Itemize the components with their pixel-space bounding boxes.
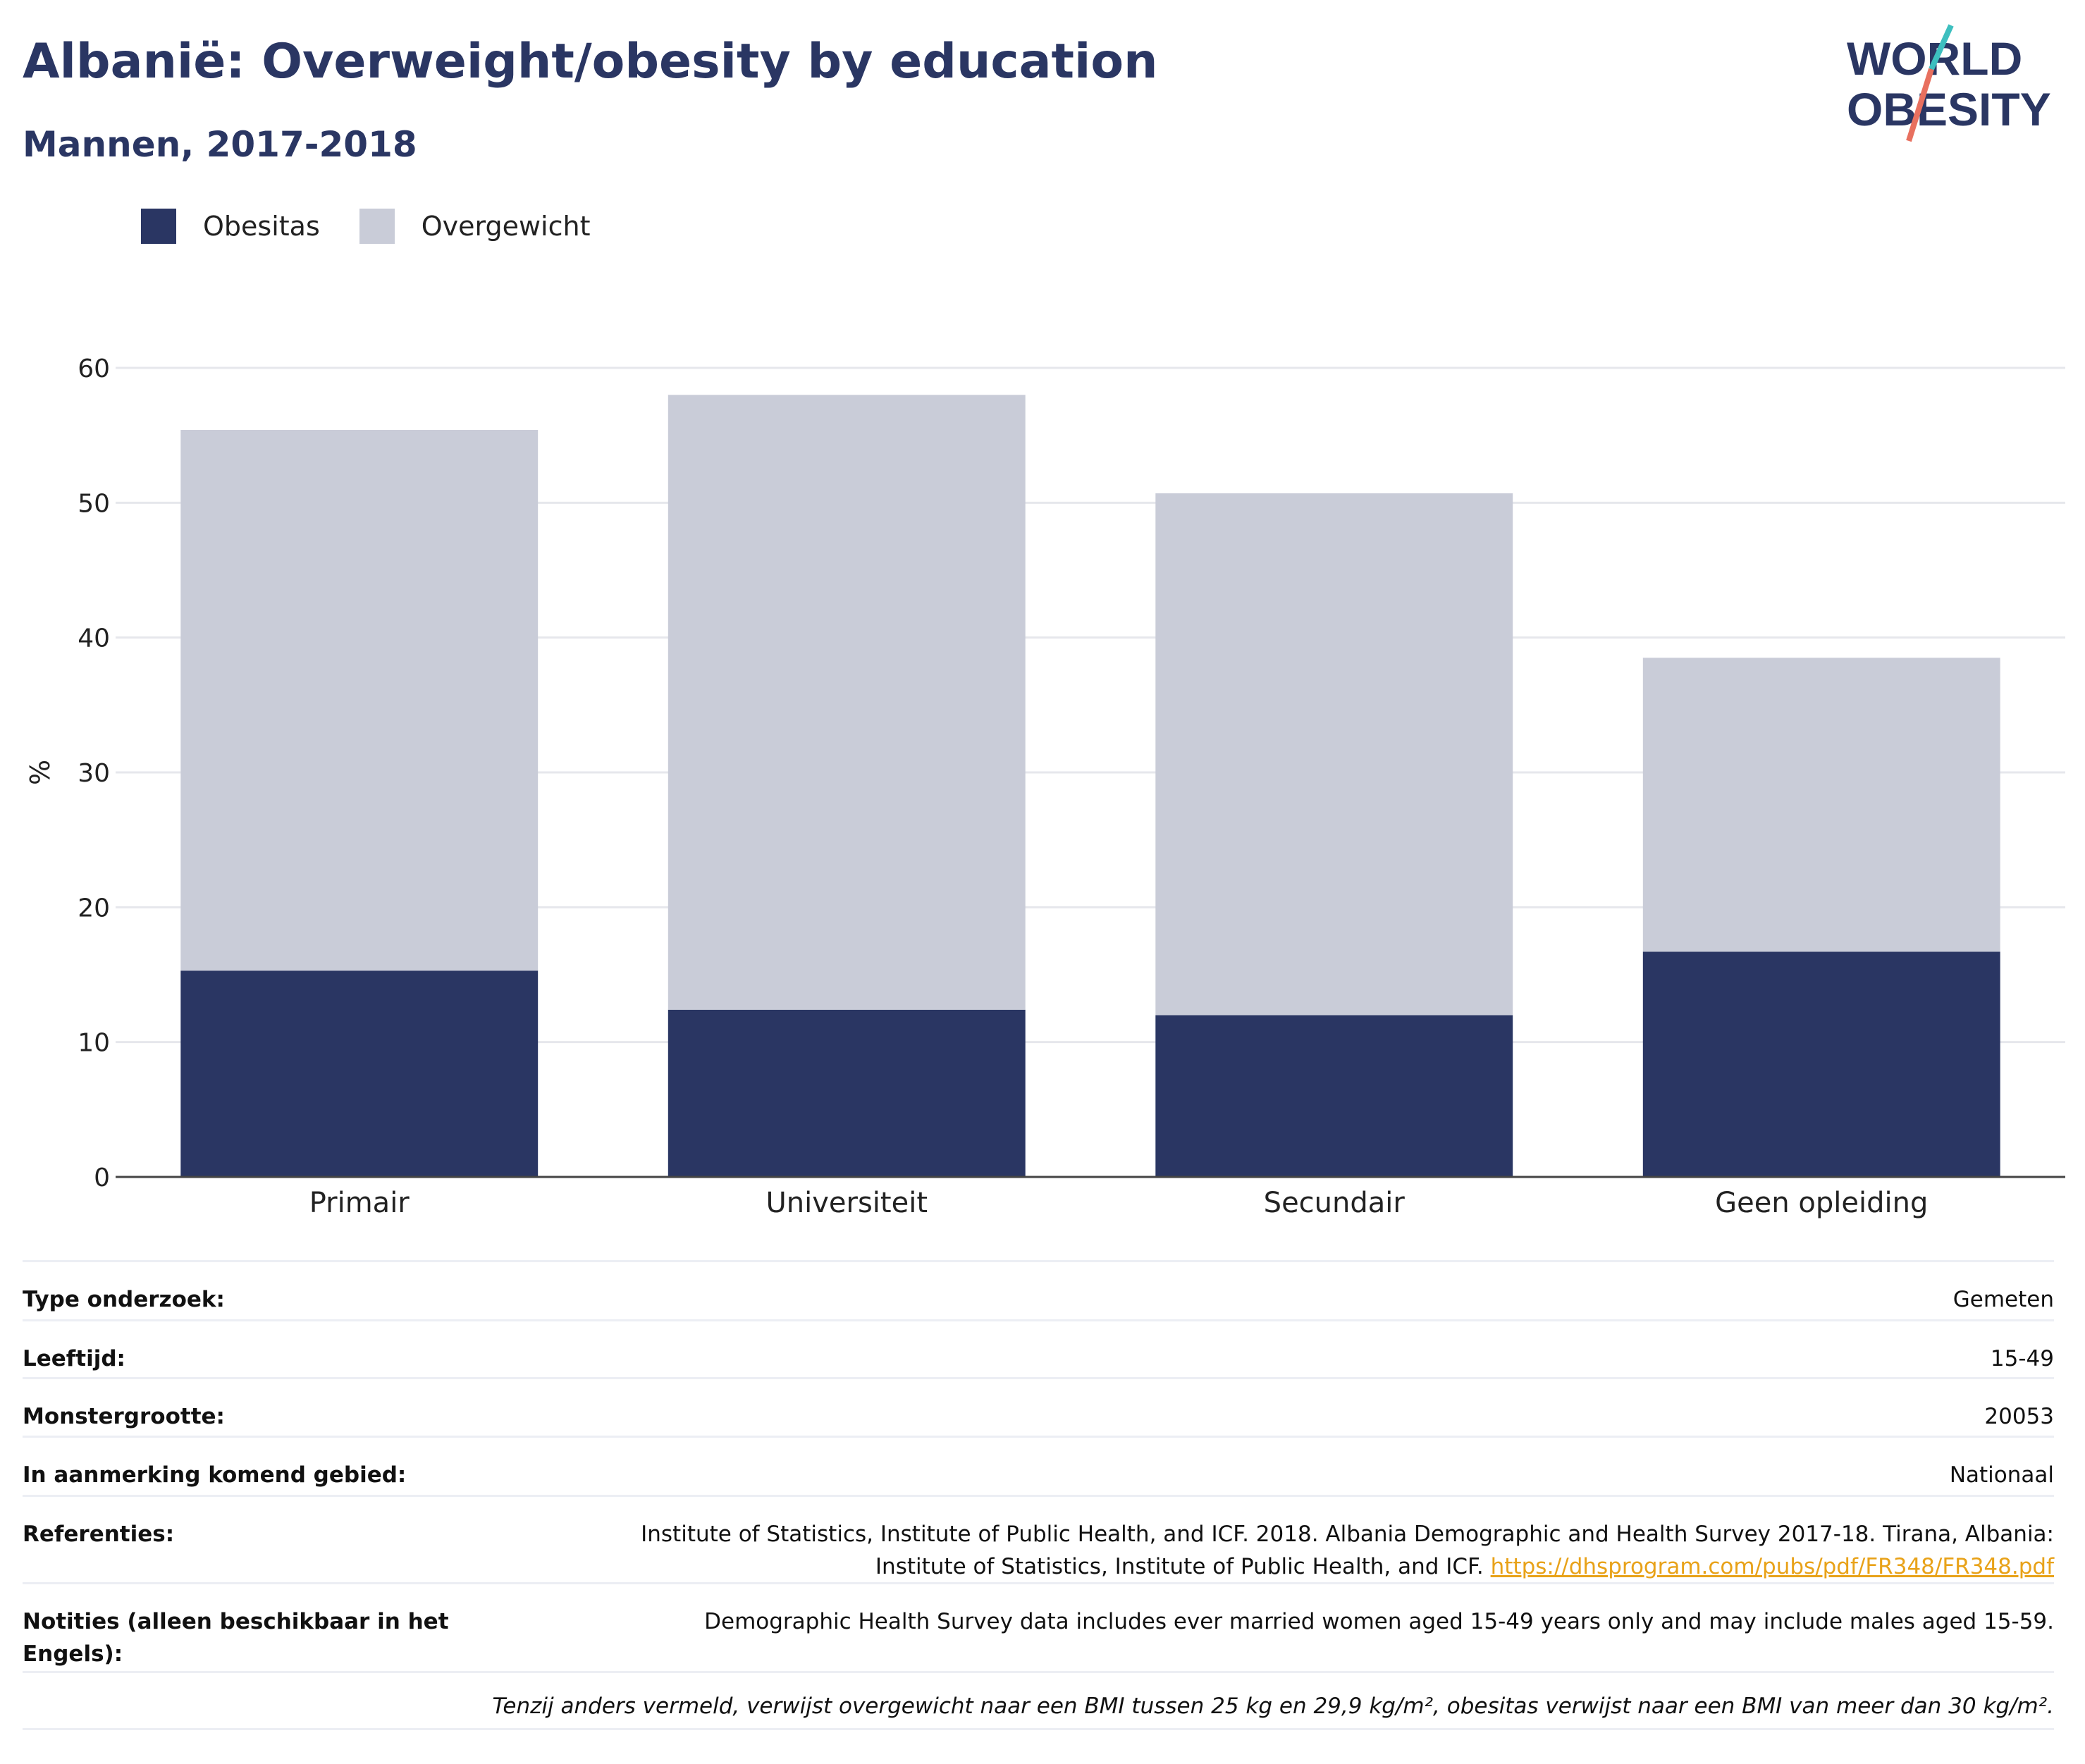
details-row-age: Leeftijd: 15-49 — [23, 1319, 2054, 1377]
bar-obesitas — [1155, 1015, 1513, 1177]
footnote: Tenzij anders vermeld, verwijst overgewi… — [23, 1671, 2054, 1730]
details-key: Notities (alleen beschikbaar in het Enge… — [23, 1609, 449, 1667]
bar-obesitas — [1642, 951, 2000, 1177]
y-tick-label: 0 — [94, 1164, 110, 1192]
details-value: Demographic Health Survey data includes … — [704, 1609, 2054, 1634]
page-subtitle: Mannen, 2017-2018 — [23, 124, 417, 165]
x-tick-label: Universiteit — [765, 1187, 928, 1219]
bar-chart: 0 10 20 30 40 50 60% Primair Universiteit Secunda… — [25, 354, 2065, 1219]
details-key: Leeftijd: — [23, 1346, 125, 1371]
bar-overgewicht — [668, 395, 1026, 1010]
details-value: Gemeten — [1952, 1287, 2054, 1312]
details-row-notes: Notities (alleen beschikbaar in het Enge… — [23, 1582, 2054, 1671]
details-row-area: In aanmerking komend gebied: Nationaal — [23, 1436, 2054, 1495]
references-link[interactable]: https://dhsprogram.com/pubs/pdf/FR348/FR… — [1490, 1554, 2054, 1579]
legend-label-obesitas: Obesitas — [203, 211, 320, 242]
details-key: Monstergrootte: — [23, 1404, 225, 1429]
chart-legend: Obesitas Overgewicht — [141, 209, 630, 244]
y-axis-label: % — [25, 760, 56, 785]
x-tick-label: Primair — [309, 1187, 410, 1219]
y-tick-label: 40 — [78, 624, 110, 653]
references-text: Institute of Statistics, Institute of Pu… — [641, 1518, 2054, 1583]
details-value: Nationaal — [1949, 1462, 2054, 1488]
details-row-references: Referenties: Institute of Statistics, In… — [23, 1495, 2054, 1582]
y-tick-label: 20 — [78, 894, 110, 923]
details-key: Type onderzoek: — [23, 1287, 225, 1312]
details-value: 20053 — [1984, 1404, 2054, 1429]
details-key: Referenties: — [23, 1522, 175, 1547]
legend-swatch-overgewicht — [359, 209, 395, 244]
references-line1: Institute of Statistics, Institute of Pu… — [641, 1522, 2054, 1547]
details-key: In aanmerking komend gebied: — [23, 1462, 407, 1488]
details-value: 15-49 — [1990, 1346, 2054, 1371]
bar-overgewicht — [1155, 493, 1513, 1016]
y-tick-label: 10 — [78, 1029, 110, 1058]
bar-overgewicht — [1642, 658, 2000, 952]
references-line2: Institute of Statistics, Institute of Pu… — [875, 1554, 1484, 1579]
y-tick-label: 50 — [78, 489, 110, 518]
details-table: Type onderzoek: Gemeten Leeftijd: 15-49 … — [23, 1260, 2054, 1730]
bar-overgewicht — [180, 430, 539, 971]
x-tick-label: Secundair — [1264, 1187, 1406, 1219]
details-row-sample: Monstergrootte: 20053 — [23, 1377, 2054, 1436]
bar-obesitas — [180, 970, 539, 1177]
details-row-type: Type onderzoek: Gemeten — [23, 1260, 2054, 1319]
y-tick-label: 30 — [78, 759, 110, 788]
logo-line2: OBESITY — [1847, 83, 2051, 135]
logo-slash-coral — [1906, 68, 1934, 142]
legend-label-overgewicht: Overgewicht — [421, 211, 591, 242]
bar-obesitas — [668, 1009, 1026, 1177]
y-tick-label: 60 — [78, 354, 110, 383]
legend-swatch-obesitas — [141, 209, 176, 244]
x-tick-label: Geen opleiding — [1715, 1187, 1928, 1219]
logo-slash-teal — [1929, 24, 1954, 70]
world-obesity-logo: WORLD OBESITY — [1847, 24, 2051, 142]
page-title: Albanië: Overweight/obesity by education — [23, 34, 1158, 90]
